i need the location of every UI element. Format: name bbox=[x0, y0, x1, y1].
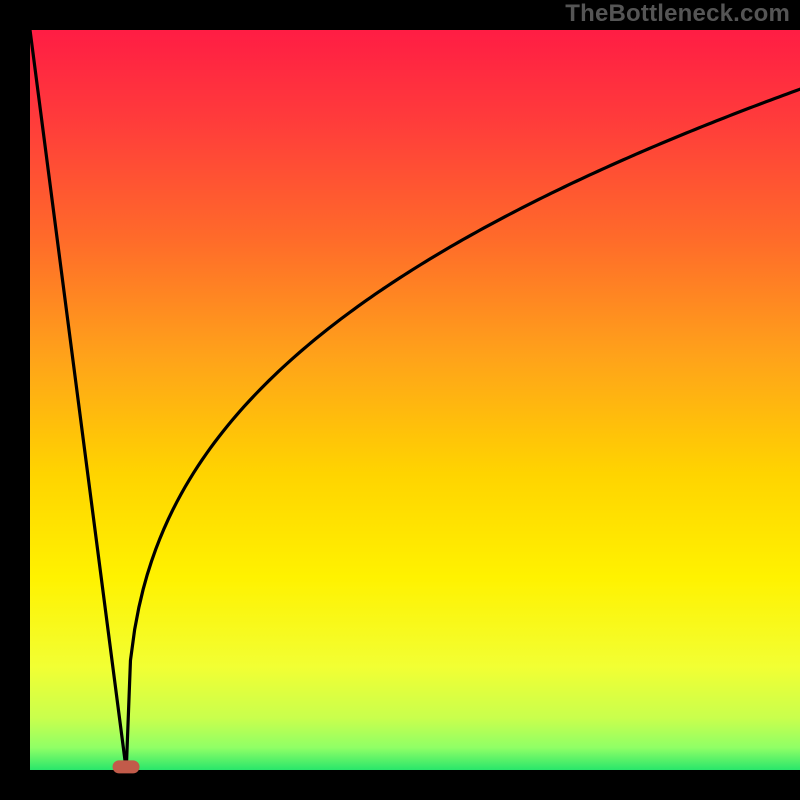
curves-svg bbox=[30, 30, 800, 770]
plot-area bbox=[30, 30, 800, 770]
watermark-text: TheBottleneck.com bbox=[565, 0, 790, 28]
minimum-marker bbox=[113, 760, 140, 773]
left-curve bbox=[30, 30, 126, 770]
right-curve bbox=[126, 89, 800, 770]
chart-stage: TheBottleneck.com bbox=[0, 0, 800, 800]
